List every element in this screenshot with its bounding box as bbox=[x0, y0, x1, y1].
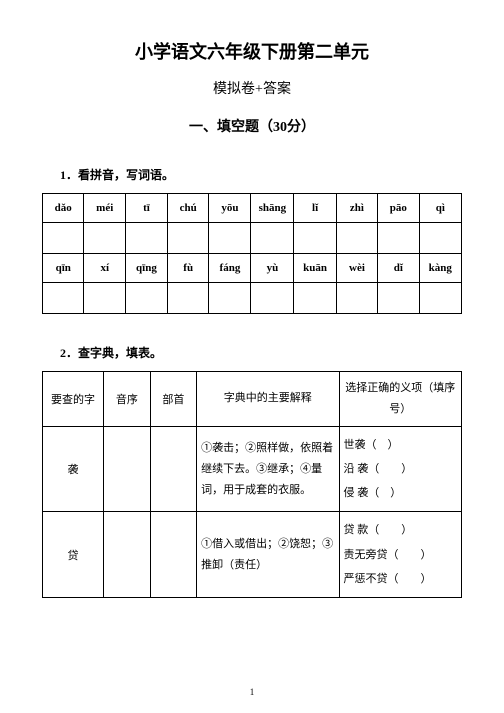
pinyin-cell: lǐ bbox=[294, 194, 336, 223]
answer-cell[interactable] bbox=[336, 283, 377, 314]
pinyin-cell: xí bbox=[84, 254, 125, 283]
dict-header: 音序 bbox=[104, 372, 150, 427]
dict-bushou-cell[interactable] bbox=[150, 426, 196, 512]
answer-cell[interactable] bbox=[251, 223, 294, 254]
answer-row-1 bbox=[43, 223, 462, 254]
page-subtitle: 模拟卷+答案 bbox=[40, 78, 464, 98]
pinyin-row-1: dǎo méi tī chú yōu shāng lǐ zhì pāo qì bbox=[43, 194, 462, 223]
dict-char: 贷 bbox=[43, 512, 104, 598]
dict-meanings: ①借入或借出；②饶恕；③推卸（责任） bbox=[197, 512, 339, 598]
dict-meanings: ①袭击；②照样做，依照着继续下去。③继承；④量词，用于成套的衣服。 bbox=[197, 426, 339, 512]
pinyin-cell: kàng bbox=[419, 254, 461, 283]
pinyin-cell: chú bbox=[167, 194, 208, 223]
answer-cell[interactable] bbox=[294, 283, 336, 314]
dict-row: 贷 ①借入或借出；②饶恕；③推卸（责任） 贷 款（ ） 责无旁贷（ ） 严惩不贷… bbox=[43, 512, 462, 598]
answer-cell[interactable] bbox=[419, 283, 461, 314]
dict-char: 袭 bbox=[43, 426, 104, 512]
pinyin-cell: yōu bbox=[209, 194, 251, 223]
pinyin-cell: méi bbox=[84, 194, 125, 223]
answer-cell[interactable] bbox=[84, 283, 125, 314]
dict-header: 选择正确的义项（填序号） bbox=[339, 372, 461, 427]
dict-choices[interactable]: 贷 款（ ） 责无旁贷（ ） 严惩不贷（ ） bbox=[339, 512, 461, 598]
answer-cell[interactable] bbox=[294, 223, 336, 254]
answer-cell[interactable] bbox=[84, 223, 125, 254]
answer-cell[interactable] bbox=[43, 223, 84, 254]
pinyin-row-2: qīn xí qīng fù fáng yù kuān wèi dǐ kàng bbox=[43, 254, 462, 283]
answer-cell[interactable] bbox=[336, 223, 377, 254]
dict-header: 要查的字 bbox=[43, 372, 104, 427]
pinyin-table: dǎo méi tī chú yōu shāng lǐ zhì pāo qì q… bbox=[42, 193, 462, 314]
pinyin-cell: yù bbox=[251, 254, 294, 283]
pinyin-cell: dǎo bbox=[43, 194, 84, 223]
dict-bushou-cell[interactable] bbox=[150, 512, 196, 598]
answer-cell[interactable] bbox=[167, 283, 208, 314]
answer-cell[interactable] bbox=[209, 283, 251, 314]
dict-header-row: 要查的字 音序 部首 字典中的主要解释 选择正确的义项（填序号） bbox=[43, 372, 462, 427]
question-1-label: 1．看拼音，写词语。 bbox=[60, 166, 464, 183]
question-2-label: 2．查字典，填表。 bbox=[60, 344, 464, 361]
pinyin-cell: shāng bbox=[251, 194, 294, 223]
answer-cell[interactable] bbox=[125, 223, 167, 254]
pinyin-cell: kuān bbox=[294, 254, 336, 283]
page-number: 1 bbox=[0, 687, 504, 697]
answer-cell[interactable] bbox=[167, 223, 208, 254]
pinyin-cell: wèi bbox=[336, 254, 377, 283]
dict-choices[interactable]: 世袭（ ） 沿 袭（ ） 侵 袭（ ） bbox=[339, 426, 461, 512]
pinyin-cell: qīn bbox=[43, 254, 84, 283]
pinyin-cell: pāo bbox=[378, 194, 419, 223]
answer-row-2 bbox=[43, 283, 462, 314]
answer-cell[interactable] bbox=[419, 223, 461, 254]
page-title: 小学语文六年级下册第二单元 bbox=[40, 38, 464, 64]
pinyin-cell: fáng bbox=[209, 254, 251, 283]
answer-cell[interactable] bbox=[378, 283, 419, 314]
answer-cell[interactable] bbox=[378, 223, 419, 254]
dict-yinxu-cell[interactable] bbox=[104, 426, 150, 512]
pinyin-cell: dǐ bbox=[378, 254, 419, 283]
answer-cell[interactable] bbox=[43, 283, 84, 314]
pinyin-cell: fù bbox=[167, 254, 208, 283]
answer-cell[interactable] bbox=[125, 283, 167, 314]
dict-header: 字典中的主要解释 bbox=[197, 372, 339, 427]
pinyin-cell: qì bbox=[419, 194, 461, 223]
dict-row: 袭 ①袭击；②照样做，依照着继续下去。③继承；④量词，用于成套的衣服。 世袭（ … bbox=[43, 426, 462, 512]
answer-cell[interactable] bbox=[251, 283, 294, 314]
dict-header: 部首 bbox=[150, 372, 196, 427]
pinyin-cell: zhì bbox=[336, 194, 377, 223]
pinyin-cell: tī bbox=[125, 194, 167, 223]
section-heading: 一、填空题（30分） bbox=[40, 116, 464, 136]
page: 小学语文六年级下册第二单元 模拟卷+答案 一、填空题（30分） 1．看拼音，写词… bbox=[0, 0, 504, 713]
pinyin-cell: qīng bbox=[125, 254, 167, 283]
answer-cell[interactable] bbox=[209, 223, 251, 254]
dictionary-table: 要查的字 音序 部首 字典中的主要解释 选择正确的义项（填序号） 袭 ①袭击；②… bbox=[42, 371, 462, 598]
dict-yinxu-cell[interactable] bbox=[104, 512, 150, 598]
